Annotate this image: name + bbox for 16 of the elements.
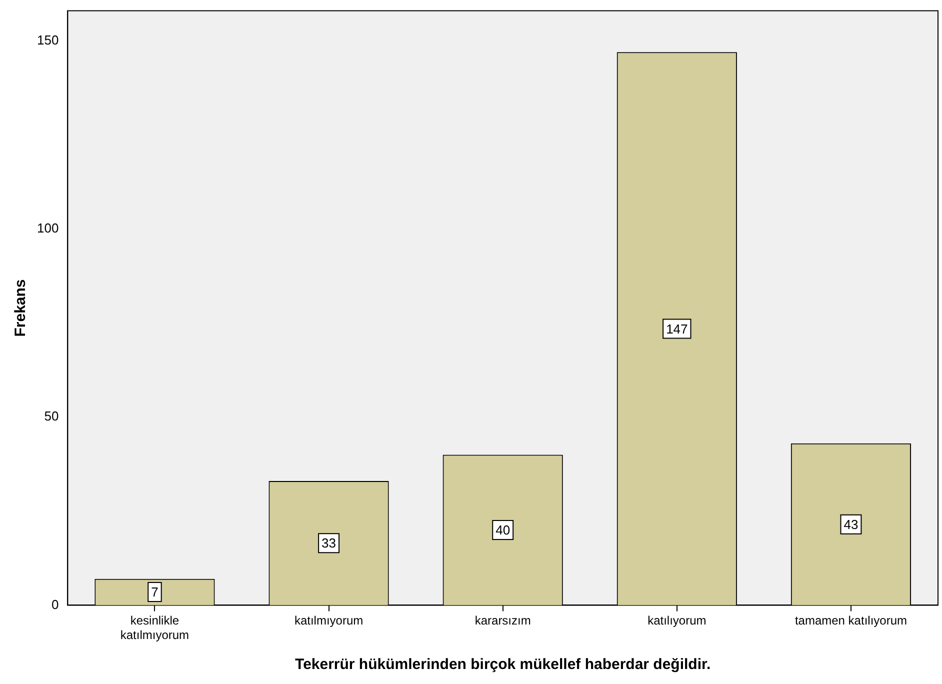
data-label: 43 [844,516,858,532]
x-axis-title: Tekerrür hükümlerinden birçok mükellef haberdar değildir. [295,656,711,674]
y-tick-label: 100 [36,220,59,236]
x-tick-label: katılıyorum [648,614,706,628]
data-label: 7 [151,584,158,600]
data-label: 147 [666,321,688,336]
y-axis-title: Frekans [12,279,30,337]
x-tick-label: kesinlikle katılmıyorum [120,614,190,642]
x-tick-label: tamamen katılıyorum [794,614,907,628]
data-label: 33 [322,536,336,551]
y-tick-label: 50 [44,408,59,424]
x-tick-label: kararsızım [474,614,531,628]
x-tick-label: katılmıyorum [294,614,364,628]
y-tick-label: 0 [51,596,59,612]
data-label: 40 [496,522,510,538]
y-tick-label: 150 [36,32,59,48]
